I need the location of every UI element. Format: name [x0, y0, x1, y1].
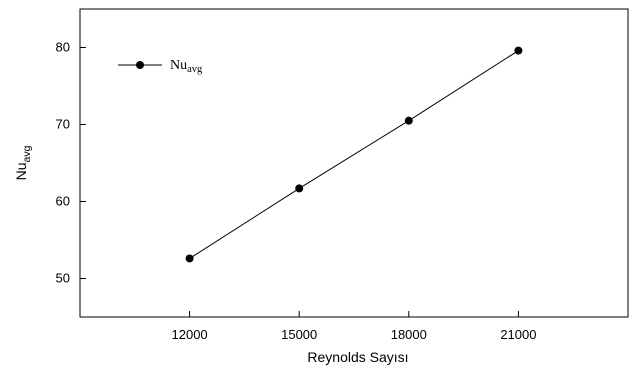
legend-label-subscript: avg [187, 64, 203, 75]
x-tick-label: 12000 [172, 327, 208, 342]
series-nu-avg [185, 46, 523, 263]
y-tick-label: 80 [56, 40, 70, 55]
x-tick-label: 18000 [391, 327, 427, 342]
x-axis-title: Reynolds Sayısı [307, 349, 408, 365]
plot-frame [79, 8, 629, 318]
y-axis: 50 60 70 80 [56, 40, 86, 286]
y-tick-label: 70 [56, 117, 70, 132]
legend-marker [136, 61, 144, 69]
legend: Nuavg [118, 58, 203, 75]
x-tick-label: 15000 [281, 327, 317, 342]
data-point [185, 254, 194, 263]
y-axis-title-subscript: avg [21, 145, 33, 162]
y-tick-label: 60 [56, 194, 70, 209]
y-axis-title-main: Nu [13, 163, 29, 181]
data-point [514, 46, 523, 55]
data-point [295, 184, 304, 193]
legend-label: Nuavg [170, 58, 203, 75]
y-tick-label: 50 [56, 271, 70, 286]
x-axis: 12000 15000 18000 21000 [172, 311, 536, 342]
series-line [189, 50, 519, 259]
y-axis-title: Nuavg [13, 145, 33, 180]
x-tick-label: 21000 [500, 327, 536, 342]
data-point [404, 116, 413, 125]
legend-label-main: Nu [170, 58, 187, 73]
